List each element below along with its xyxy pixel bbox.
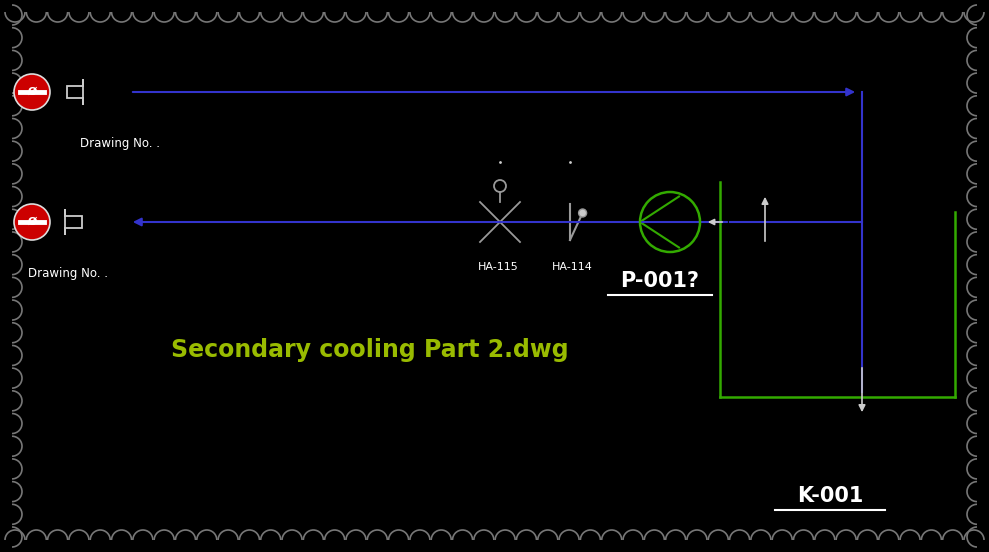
Text: Secondary cooling Part 2.dwg: Secondary cooling Part 2.dwg bbox=[171, 338, 569, 362]
Text: Ø: Ø bbox=[28, 217, 37, 227]
Text: HA-114: HA-114 bbox=[552, 262, 592, 272]
Text: Drawing No. .: Drawing No. . bbox=[28, 267, 108, 280]
Text: K-001: K-001 bbox=[797, 486, 863, 506]
Circle shape bbox=[14, 74, 50, 110]
Text: P-001?: P-001? bbox=[620, 271, 699, 291]
Text: HA-115: HA-115 bbox=[478, 262, 519, 272]
Text: Drawing No. .: Drawing No. . bbox=[80, 137, 160, 150]
Text: Ø: Ø bbox=[28, 87, 37, 97]
Circle shape bbox=[14, 204, 50, 240]
Circle shape bbox=[579, 209, 586, 217]
